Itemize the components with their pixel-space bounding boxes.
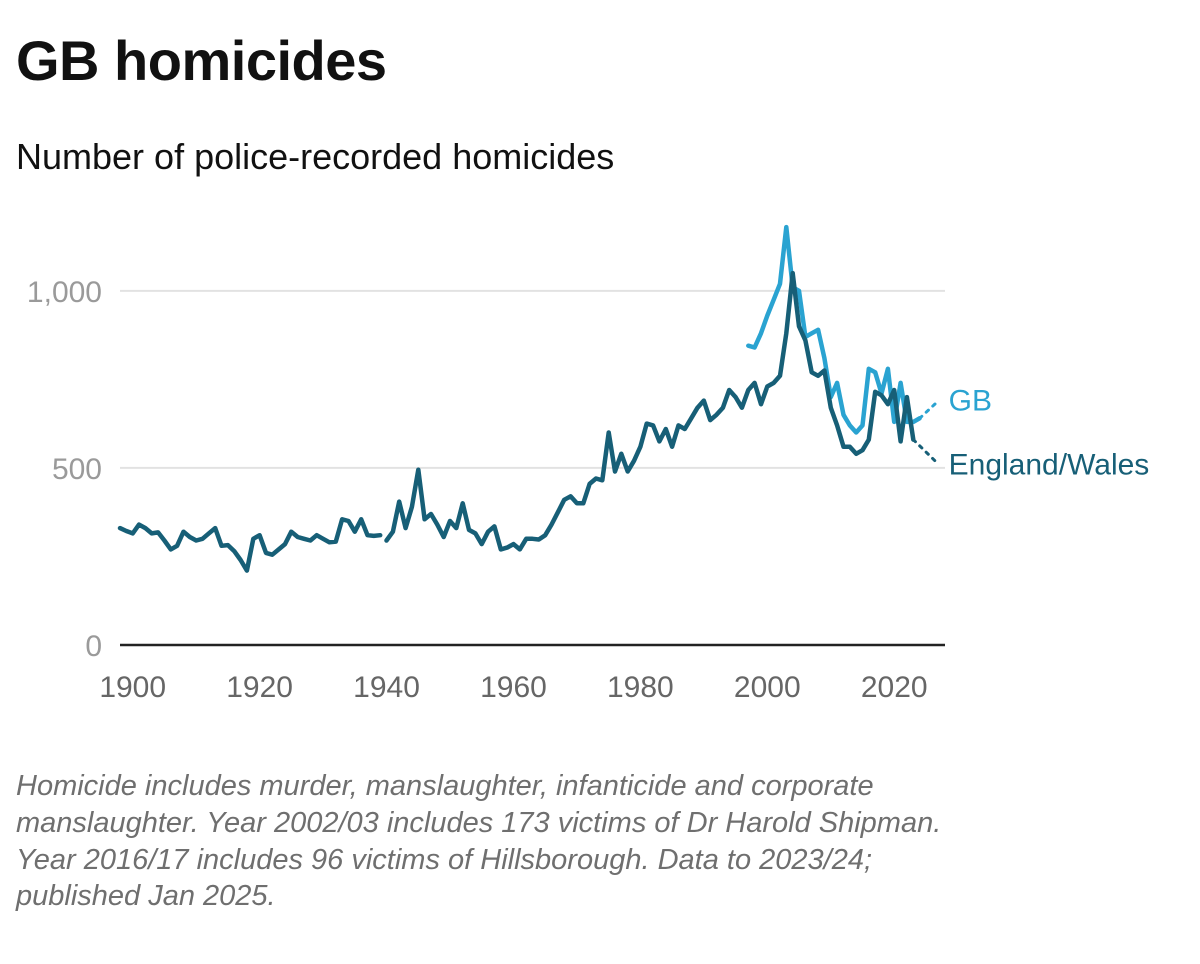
gb-leader-line — [918, 399, 941, 420]
x-tick-label: 1940 — [353, 671, 420, 704]
grid-lines — [120, 289, 945, 647]
series-lines — [117, 224, 941, 573]
england-wales-series-label: England/Wales — [949, 448, 1150, 481]
y-tick-label: 1,000 — [27, 276, 102, 309]
england-wales-leader-line — [911, 438, 941, 466]
x-tick-label: 1960 — [480, 671, 547, 704]
x-axis-ticks: 1900 1920 1940 1960 1980 2000 2020 — [99, 671, 927, 704]
footnote-line: manslaughter. Year 2002/03 includes 173 … — [16, 806, 942, 839]
x-tick-label: 1900 — [99, 671, 166, 704]
series-labels: GB England/Wales — [949, 385, 1150, 482]
footnote-line: Year 2016/17 includes 96 victims of Hill… — [16, 843, 873, 876]
footnote-line: Homicide includes murder, manslaughter, … — [16, 770, 874, 802]
x-tick-label: 1920 — [226, 671, 293, 704]
homicides-line-chart: 0 500 1,000 1900 1920 1940 1960 1980 2000 2020 G… — [27, 224, 1150, 704]
x-tick-label: 1980 — [607, 671, 674, 704]
england-wales-series-line — [384, 270, 916, 552]
england-wales-series-line — [117, 517, 383, 573]
y-tick-label: 500 — [52, 453, 102, 486]
y-axis-ticks: 0 500 1,000 — [27, 276, 102, 663]
x-tick-label: 2000 — [734, 671, 801, 704]
gb-series-label: GB — [949, 385, 992, 418]
y-tick-label: 0 — [85, 630, 102, 663]
chart-subtitle: Number of police-recorded homicides — [16, 136, 615, 177]
x-tick-label: 2020 — [861, 671, 928, 704]
footnote: Homicide includes murder, manslaughter, … — [16, 768, 1176, 915]
chart-title: GB homicides — [16, 29, 387, 92]
footnote-line: published Jan 2025. — [16, 880, 276, 913]
